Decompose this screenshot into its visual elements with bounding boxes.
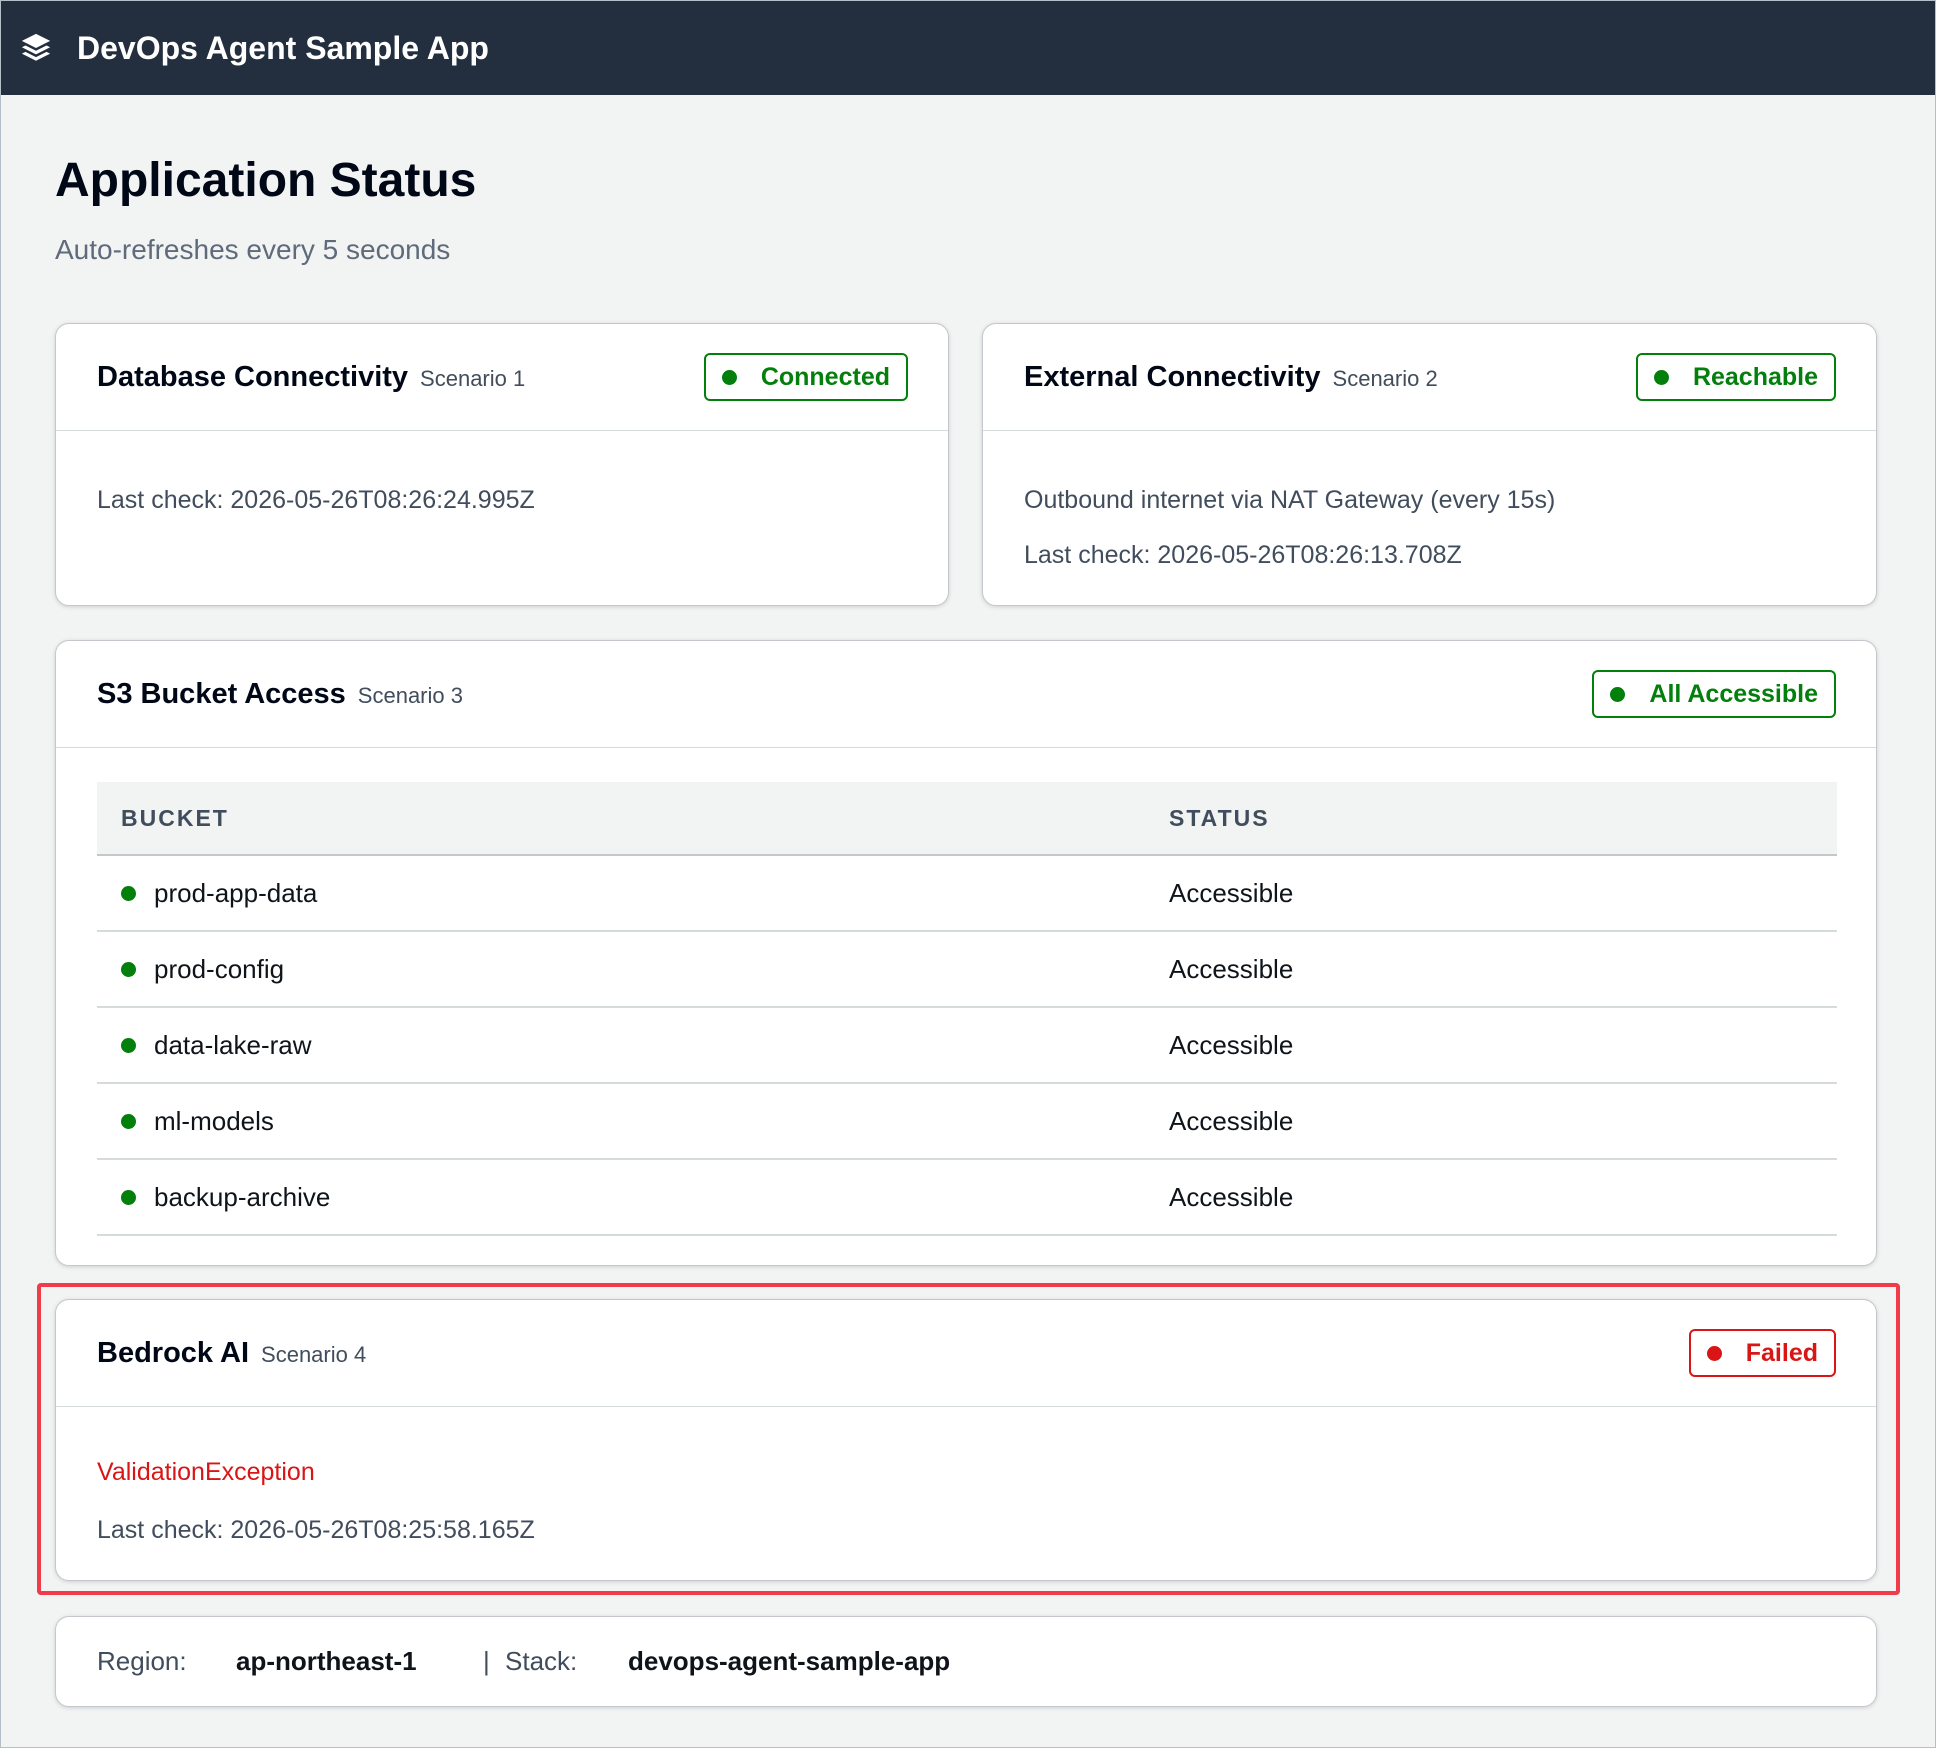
card-title: S3 Bucket Access: [97, 677, 346, 710]
status-dot-icon: [1706, 1345, 1722, 1361]
status-dot-icon: [121, 885, 136, 901]
column-header-status: STATUS: [1145, 782, 1837, 856]
last-check-text: Last check: 2026-05-26T08:25:58.165Z: [97, 1516, 535, 1544]
scenario-label: Scenario 3: [357, 683, 463, 708]
scenario-label: Scenario 2: [1332, 366, 1438, 391]
table-header-row: BUCKET STATUS: [97, 782, 1837, 856]
app-title: DevOps Agent Sample App: [77, 29, 489, 66]
status-badge: Failed: [1688, 1329, 1836, 1377]
database-connectivity-card: Database Connectivity Scenario 1 Connect…: [55, 323, 949, 606]
bucket-status: Accessible: [1145, 1159, 1837, 1236]
status-text: Reachable: [1692, 362, 1818, 391]
bucket-status: Accessible: [1145, 1007, 1837, 1084]
scenario-label: Scenario 4: [261, 1342, 367, 1367]
table-row: data-lake-raw Accessible: [97, 1007, 1837, 1084]
table-row: prod-app-data Accessible: [97, 855, 1837, 932]
card-title: Bedrock AI: [97, 1336, 250, 1369]
status-text: Connected: [760, 362, 890, 391]
status-text: Failed: [1745, 1338, 1818, 1367]
card-header: External Connectivity Scenario 2 Reachab…: [983, 324, 1876, 431]
status-dot-icon: [1653, 369, 1669, 385]
status-dot-icon: [121, 1189, 136, 1205]
card-title: External Connectivity: [1024, 360, 1321, 393]
s3-bucket-access-card: S3 Bucket Access Scenario 3 All Accessib…: [55, 640, 1877, 1266]
card-header: S3 Bucket Access Scenario 3 All Accessib…: [56, 641, 1876, 748]
table-row: ml-models Accessible: [97, 1083, 1837, 1160]
last-check-text: Last check: 2026-05-26T08:26:24.995Z: [97, 486, 535, 514]
external-connectivity-card: External Connectivity Scenario 2 Reachab…: [982, 323, 1877, 606]
table-row: backup-archive Accessible: [97, 1159, 1837, 1236]
status-badge: All Accessible: [1592, 670, 1836, 718]
bucket-status: Accessible: [1145, 1083, 1837, 1160]
error-message: ValidationException: [97, 1458, 315, 1486]
bucket-status: Accessible: [1145, 931, 1837, 1008]
bucket-name: backup-archive: [154, 1181, 331, 1212]
page-subtitle: Auto-refreshes every 5 seconds: [55, 234, 451, 265]
highlight-outline: [37, 1283, 1900, 1595]
region-label: Region:: [97, 1646, 187, 1676]
card-header: Bedrock AI Scenario 4 Failed: [56, 1300, 1876, 1407]
bucket-name: data-lake-raw: [154, 1029, 312, 1060]
status-dot-icon: [121, 1037, 136, 1053]
status-badge: Connected: [703, 353, 908, 401]
table-row: prod-config Accessible: [97, 931, 1837, 1008]
status-dot-icon: [121, 1113, 136, 1129]
last-check-text: Last check: 2026-05-26T08:26:13.708Z: [1024, 541, 1462, 569]
bedrock-ai-card: Bedrock AI Scenario 4 Failed ValidationE…: [55, 1299, 1877, 1581]
card-title: Database Connectivity: [97, 360, 409, 393]
status-text: All Accessible: [1649, 679, 1818, 708]
status-badge: Reachable: [1635, 353, 1836, 401]
bucket-table: BUCKET STATUS prod-app-data Accessible p…: [97, 782, 1837, 1236]
stack-value: devops-agent-sample-app: [628, 1646, 951, 1676]
footer-info-bar: Region: ap-northeast-1 | Stack: devops-a…: [55, 1616, 1877, 1707]
stack-label: Stack:: [505, 1646, 578, 1676]
status-dot-icon: [1610, 686, 1626, 702]
description-text: Outbound internet via NAT Gateway (every…: [1024, 486, 1556, 514]
bucket-status: Accessible: [1145, 855, 1837, 932]
status-dot-icon: [121, 961, 136, 977]
region-value: ap-northeast-1: [236, 1646, 417, 1676]
column-header-bucket: BUCKET: [97, 782, 1145, 856]
bucket-name: ml-models: [154, 1105, 274, 1136]
bucket-name: prod-config: [154, 953, 285, 984]
scenario-label: Scenario 1: [420, 366, 526, 391]
status-dot-icon: [721, 369, 737, 385]
footer-separator: |: [483, 1646, 490, 1676]
card-header: Database Connectivity Scenario 1 Connect…: [56, 324, 948, 431]
top-navigation-bar: DevOps Agent Sample App: [1, 1, 1935, 95]
page-title: Application Status: [55, 154, 477, 207]
bucket-name: prod-app-data: [154, 877, 318, 908]
layers-icon: [17, 29, 55, 67]
